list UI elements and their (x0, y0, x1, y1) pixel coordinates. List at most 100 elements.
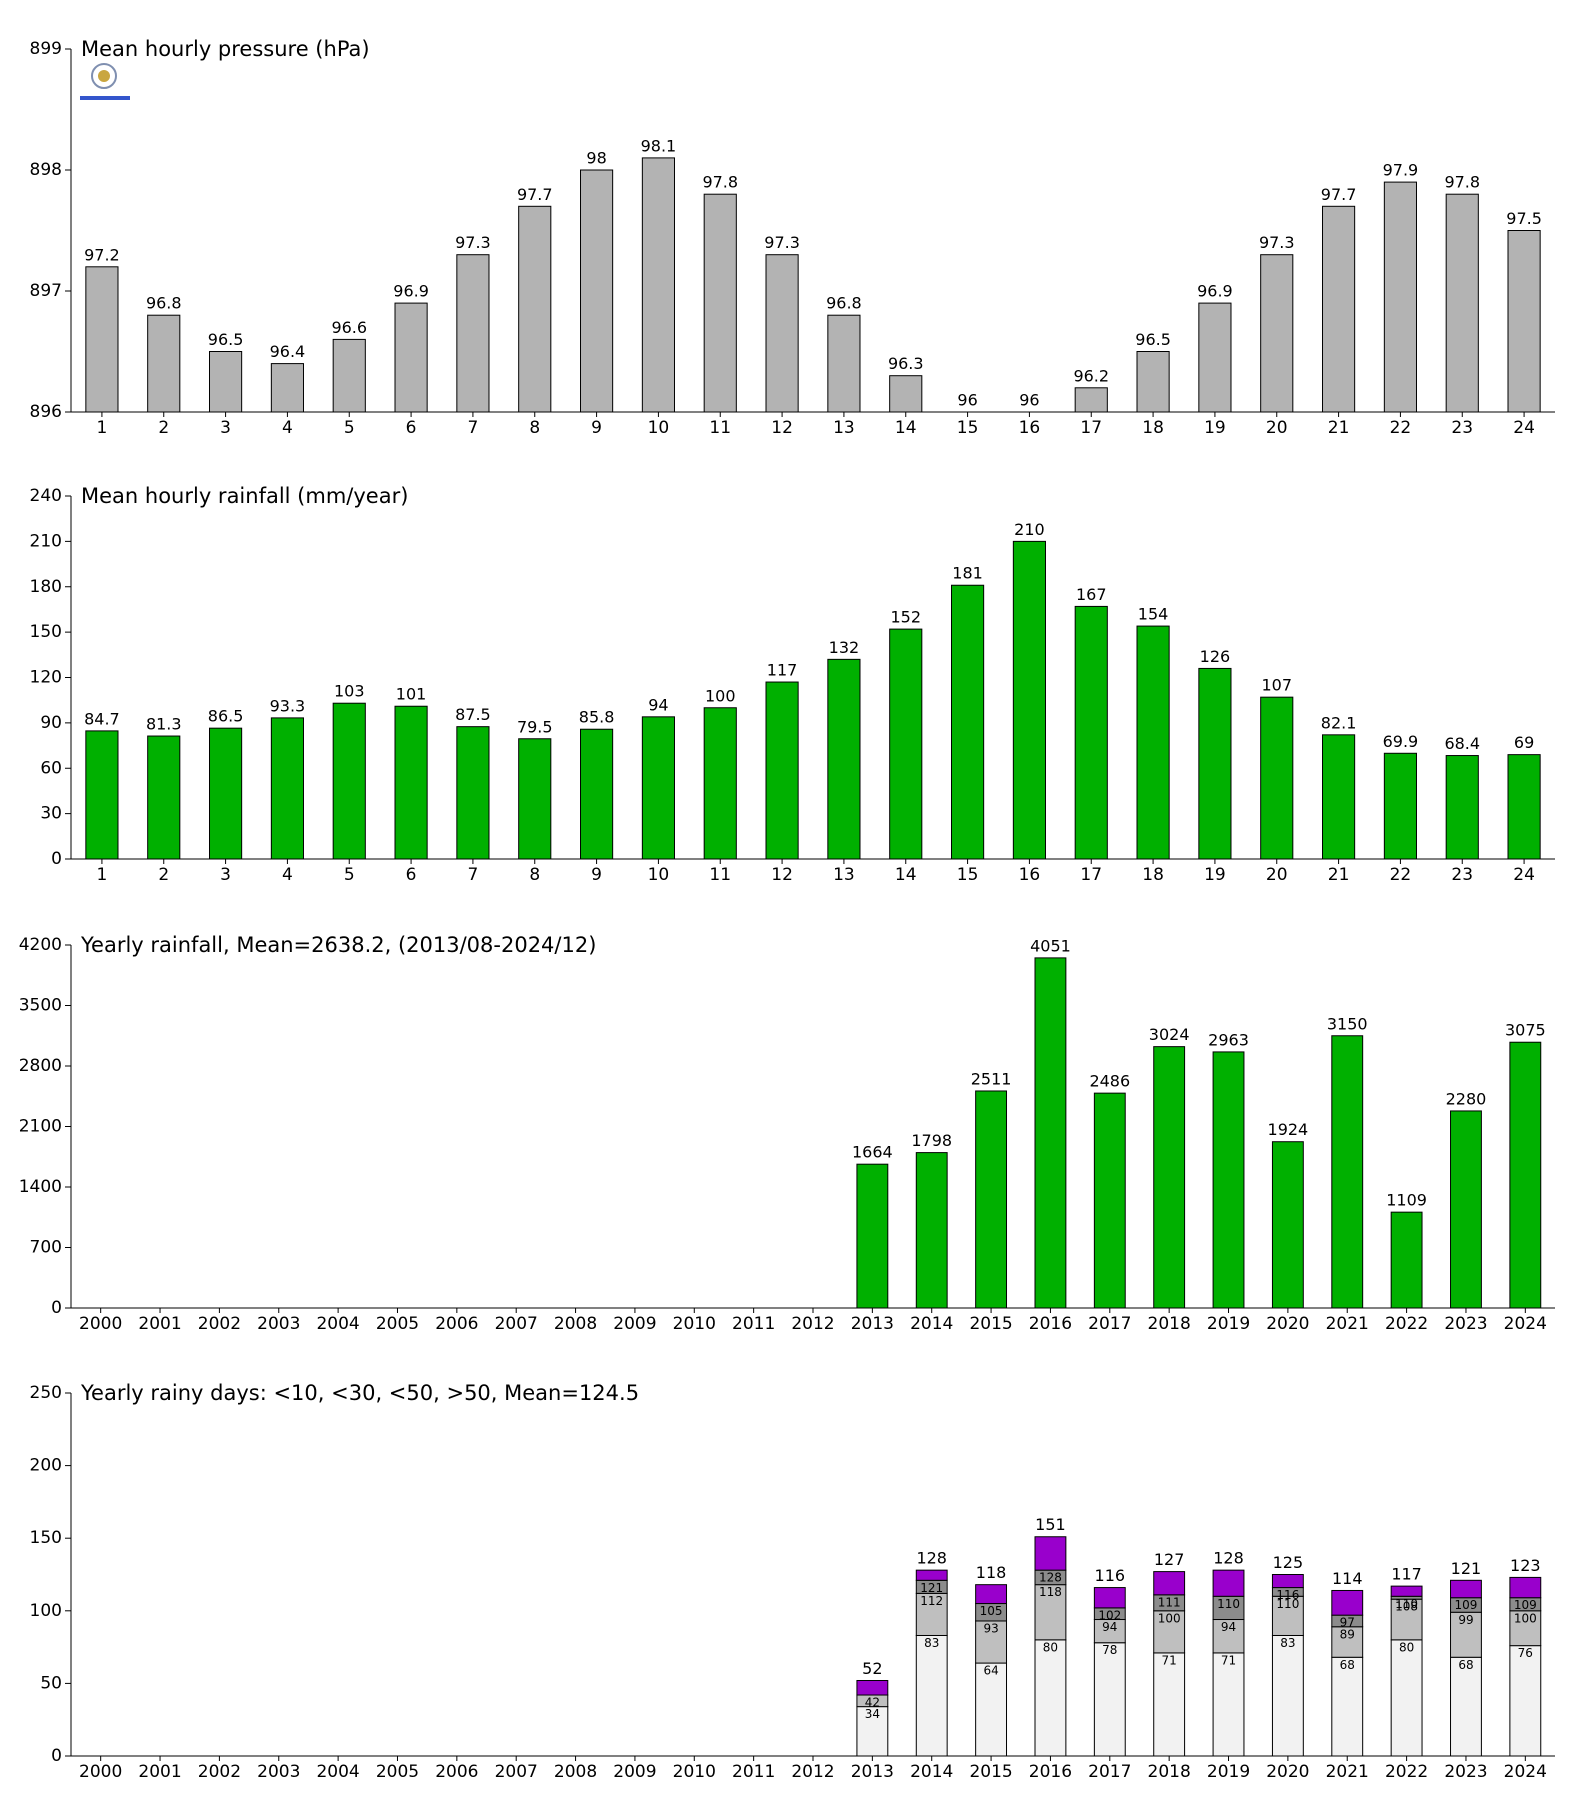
segment-label: 89 (1340, 1627, 1355, 1641)
x-tick-label: 3 (220, 865, 231, 885)
x-tick-label: 10 (648, 418, 670, 438)
segment-label: 111 (1158, 1595, 1181, 1609)
y-tick-label: 210 (30, 531, 62, 551)
segment-label: 109 (1514, 1598, 1537, 1612)
bar-segment (1331, 1626, 1364, 1658)
segment-label: 118 (1039, 1585, 1062, 1599)
x-tick-label: 2011 (732, 1314, 775, 1334)
bar (765, 681, 799, 860)
bar-segment (1271, 1574, 1304, 1589)
bar (85, 730, 119, 860)
value-label: 85.8 (579, 708, 615, 727)
value-label: 121 (1451, 1559, 1482, 1578)
y-tick-label: 180 (30, 577, 62, 597)
value-label: 86.5 (208, 707, 244, 726)
bar-segment (1509, 1645, 1542, 1757)
x-tick-label: 2019 (1207, 1314, 1250, 1334)
bar (580, 728, 614, 860)
x-tick-label: 20 (1266, 418, 1288, 438)
bar (518, 205, 552, 413)
segment-label: 100 (1158, 1611, 1181, 1625)
bar (147, 735, 181, 860)
y-tick-label: 1400 (19, 1177, 62, 1197)
value-label: 2963 (1208, 1030, 1249, 1049)
value-label: 96.4 (270, 342, 306, 361)
bar (703, 707, 737, 860)
x-tick-label: 19 (1204, 865, 1226, 885)
value-label: 2486 (1089, 1072, 1130, 1091)
bar-segment (1509, 1610, 1542, 1647)
value-label: 52 (862, 1659, 882, 1678)
bar (641, 716, 675, 860)
bar (1322, 734, 1356, 860)
x-tick-label: 22 (1390, 865, 1412, 885)
x-tick-label: 5 (344, 865, 355, 885)
segment-label: 112 (920, 1594, 943, 1608)
bar (518, 738, 552, 860)
value-label: 1924 (1268, 1120, 1309, 1139)
segment-label: 121 (920, 1581, 943, 1595)
y-tick-label: 240 (30, 486, 62, 506)
value-label: 1798 (911, 1131, 952, 1150)
x-tick-label: 9 (591, 865, 602, 885)
x-tick-label: 21 (1328, 418, 1350, 438)
chart-title: Yearly rainy days: <10, <30, <50, >50, M… (80, 1381, 639, 1405)
bar (1383, 752, 1417, 860)
x-tick-label: 2015 (969, 1762, 1012, 1782)
x-tick-label: 2022 (1385, 1314, 1428, 1334)
value-label: 68.4 (1444, 734, 1480, 753)
x-tick-label: 15 (957, 418, 979, 438)
value-label: 97.3 (455, 233, 491, 252)
x-tick-label: 1 (97, 865, 108, 885)
segment-label: 102 (1098, 1608, 1121, 1622)
y-tick-label: 250 (30, 1383, 62, 1403)
bar (1445, 193, 1479, 413)
x-tick-label: 9 (591, 418, 602, 438)
bar-segment (915, 1569, 948, 1581)
segment-label: 71 (1221, 1653, 1236, 1667)
x-tick-label: 24 (1513, 865, 1535, 885)
bar-segment (915, 1592, 948, 1636)
segment-label: 83 (924, 1636, 939, 1650)
segment-label: 108 (1395, 1600, 1418, 1614)
bar-segment (1390, 1639, 1423, 1757)
x-tick-label: 2019 (1207, 1762, 1250, 1782)
bar (765, 254, 799, 413)
y-tick-label: 2800 (19, 1056, 62, 1076)
y-tick-label: 2100 (19, 1117, 62, 1137)
x-tick-label: 2009 (613, 1314, 656, 1334)
x-tick-label: 2005 (376, 1314, 419, 1334)
y-tick-label: 0 (51, 1746, 62, 1766)
value-label: 87.5 (455, 705, 491, 724)
value-label: 96.9 (1197, 282, 1233, 301)
bar (394, 705, 428, 860)
bar (1034, 957, 1067, 1309)
x-tick-label: 2018 (1148, 1314, 1191, 1334)
bar (1153, 1046, 1186, 1309)
x-tick-label: 6 (406, 865, 417, 885)
x-tick-label: 20 (1266, 865, 1288, 885)
value-label: 101 (396, 685, 427, 704)
x-tick-label: 2016 (1029, 1762, 1072, 1782)
bar-segment (1212, 1652, 1245, 1757)
segment-label: 110 (1217, 1597, 1240, 1611)
x-tick-label: 5 (344, 418, 355, 438)
x-tick-label: 2007 (495, 1314, 538, 1334)
value-label: 98 (586, 149, 606, 168)
bar (1509, 1041, 1542, 1309)
value-label: 210 (1014, 520, 1045, 539)
bar (1271, 1141, 1304, 1309)
bar-segment (1153, 1610, 1186, 1654)
x-tick-label: 2008 (554, 1314, 597, 1334)
value-label: 103 (334, 682, 365, 701)
y-tick-label: 100 (30, 1601, 62, 1621)
x-tick-label: 2007 (495, 1762, 538, 1782)
value-label: 97.2 (84, 245, 120, 264)
segment-label: 110 (1276, 1597, 1299, 1611)
bar-segment (975, 1662, 1008, 1757)
x-tick-label: 13 (833, 418, 855, 438)
segment-label: 99 (1458, 1613, 1473, 1627)
y-tick-label: 896 (30, 402, 62, 422)
x-tick-label: 8 (529, 418, 540, 438)
bar (1136, 625, 1170, 860)
